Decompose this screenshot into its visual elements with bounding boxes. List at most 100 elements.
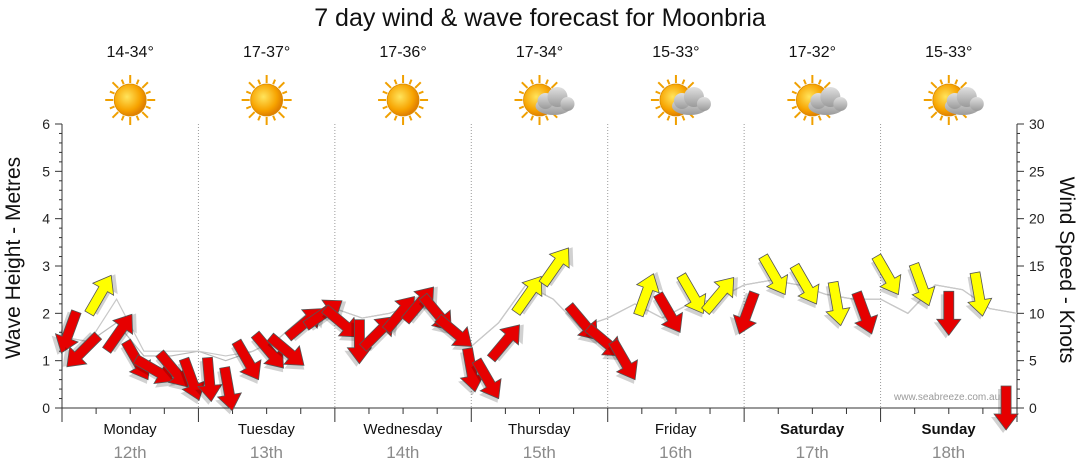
wind-arrow-shape	[871, 253, 902, 296]
wind-arrow-shape	[459, 347, 485, 393]
y-tick-label-right: 0	[1029, 400, 1037, 416]
cloud-icon	[944, 87, 984, 115]
sun-ray	[939, 79, 944, 85]
cloud-part	[696, 97, 711, 111]
sun-ray	[666, 115, 671, 121]
temperature-range: 15-33°	[925, 44, 973, 61]
wind-arrow	[991, 385, 1019, 433]
y-tick-label-right: 10	[1029, 305, 1045, 321]
y-tick-label-left: 0	[42, 400, 50, 416]
wind-arrow	[907, 262, 936, 310]
sun-ray	[281, 105, 288, 110]
wind-arrow	[102, 313, 137, 354]
sun-ray	[257, 115, 262, 121]
sun-ray	[657, 111, 665, 119]
wind-arrow-shape	[84, 274, 115, 317]
sun-ray	[954, 79, 959, 85]
temperature-range: 15-33°	[652, 44, 700, 61]
y-tick-label-left: 3	[42, 258, 50, 274]
day-date: 13th	[249, 443, 283, 462]
sun-ray	[521, 81, 529, 89]
sun-ray	[135, 115, 140, 121]
chart-title: 7 day wind & wave forecast for Moonbria	[314, 4, 766, 32]
wind-arrow	[486, 324, 524, 363]
sun-ray	[960, 81, 968, 89]
wind-arrow	[633, 271, 664, 318]
wind-arrow-shape	[825, 280, 851, 327]
sun-ray	[655, 90, 661, 95]
y-tick-label-left: 1	[42, 353, 50, 369]
sun-ray	[545, 115, 549, 121]
temperature-range: 14-34°	[106, 44, 154, 61]
sun-ray	[930, 111, 938, 119]
sun-ray	[666, 79, 671, 85]
sun-ray	[545, 79, 549, 85]
wind-arrow	[132, 354, 175, 388]
wind-arrow-shape	[54, 309, 82, 354]
sun-ray	[518, 105, 525, 110]
sun-ray	[928, 90, 934, 95]
wind-arrow-shape	[633, 273, 660, 318]
sunny-icon	[378, 75, 429, 125]
sun-disc	[113, 83, 147, 117]
wind-arrow-shape	[732, 290, 760, 335]
partly-cloudy-icon	[514, 75, 575, 125]
wind-arrow-shape	[231, 338, 262, 381]
temperature-range: 17-34°	[515, 44, 564, 61]
wind-arrow	[215, 366, 243, 415]
wind-arrow-shape	[434, 313, 473, 347]
wind-arrow-shape	[789, 262, 820, 305]
sun-ray	[382, 105, 388, 110]
temperature-range: 17-36°	[379, 44, 427, 61]
sun-ray	[803, 79, 807, 85]
wind-arrow	[850, 290, 879, 338]
wind-arrow	[321, 304, 360, 342]
wind-arrow	[965, 271, 993, 320]
wind-arrow	[729, 290, 760, 336]
wind-arrow-shape	[321, 304, 360, 338]
sun-ray	[793, 111, 802, 119]
wind-arrow	[434, 313, 473, 351]
wind-arrow	[607, 338, 638, 384]
sun-ray	[384, 111, 392, 119]
wind-arrow	[51, 309, 82, 355]
sun-ray	[655, 105, 661, 110]
wind-arrow	[84, 274, 118, 317]
sun-ray	[414, 81, 422, 89]
sun-ray	[248, 111, 256, 119]
sun-ray	[145, 90, 151, 95]
wind-arrow	[458, 347, 485, 396]
sun-ray	[414, 111, 422, 119]
sun-ray	[954, 115, 959, 121]
wind-arrow-shape	[676, 272, 707, 315]
wind-arrow	[757, 253, 789, 299]
sun-ray	[257, 79, 262, 85]
wind-arrow-shape	[908, 262, 936, 307]
wind-arrow-shape	[471, 357, 502, 400]
sun-ray	[141, 81, 149, 89]
y-tick-label-right: 25	[1029, 163, 1045, 179]
wind-arrow	[266, 332, 305, 370]
wind-arrow-shape	[102, 313, 133, 354]
sun-ray	[245, 90, 252, 95]
sun-ray	[550, 81, 558, 89]
sun-ray	[823, 81, 831, 89]
wind-arrow-shape	[302, 299, 343, 331]
sun-ray	[141, 111, 149, 119]
sun-ray	[681, 79, 686, 85]
sun-ray	[530, 115, 534, 121]
sun-ray	[518, 90, 525, 95]
sun-ray	[272, 79, 276, 85]
sun-disc	[386, 83, 420, 117]
cloud-part	[560, 97, 575, 111]
temperature-range: 17-37°	[242, 44, 291, 61]
sun-ray	[393, 115, 398, 121]
sun-ray	[930, 81, 938, 89]
wind-arrow	[675, 272, 707, 318]
sun-ray	[681, 115, 686, 121]
sun-ray	[657, 81, 665, 89]
sun-ray	[277, 111, 286, 119]
sun-ray	[791, 105, 798, 110]
y-tick-label-right: 20	[1029, 211, 1045, 227]
